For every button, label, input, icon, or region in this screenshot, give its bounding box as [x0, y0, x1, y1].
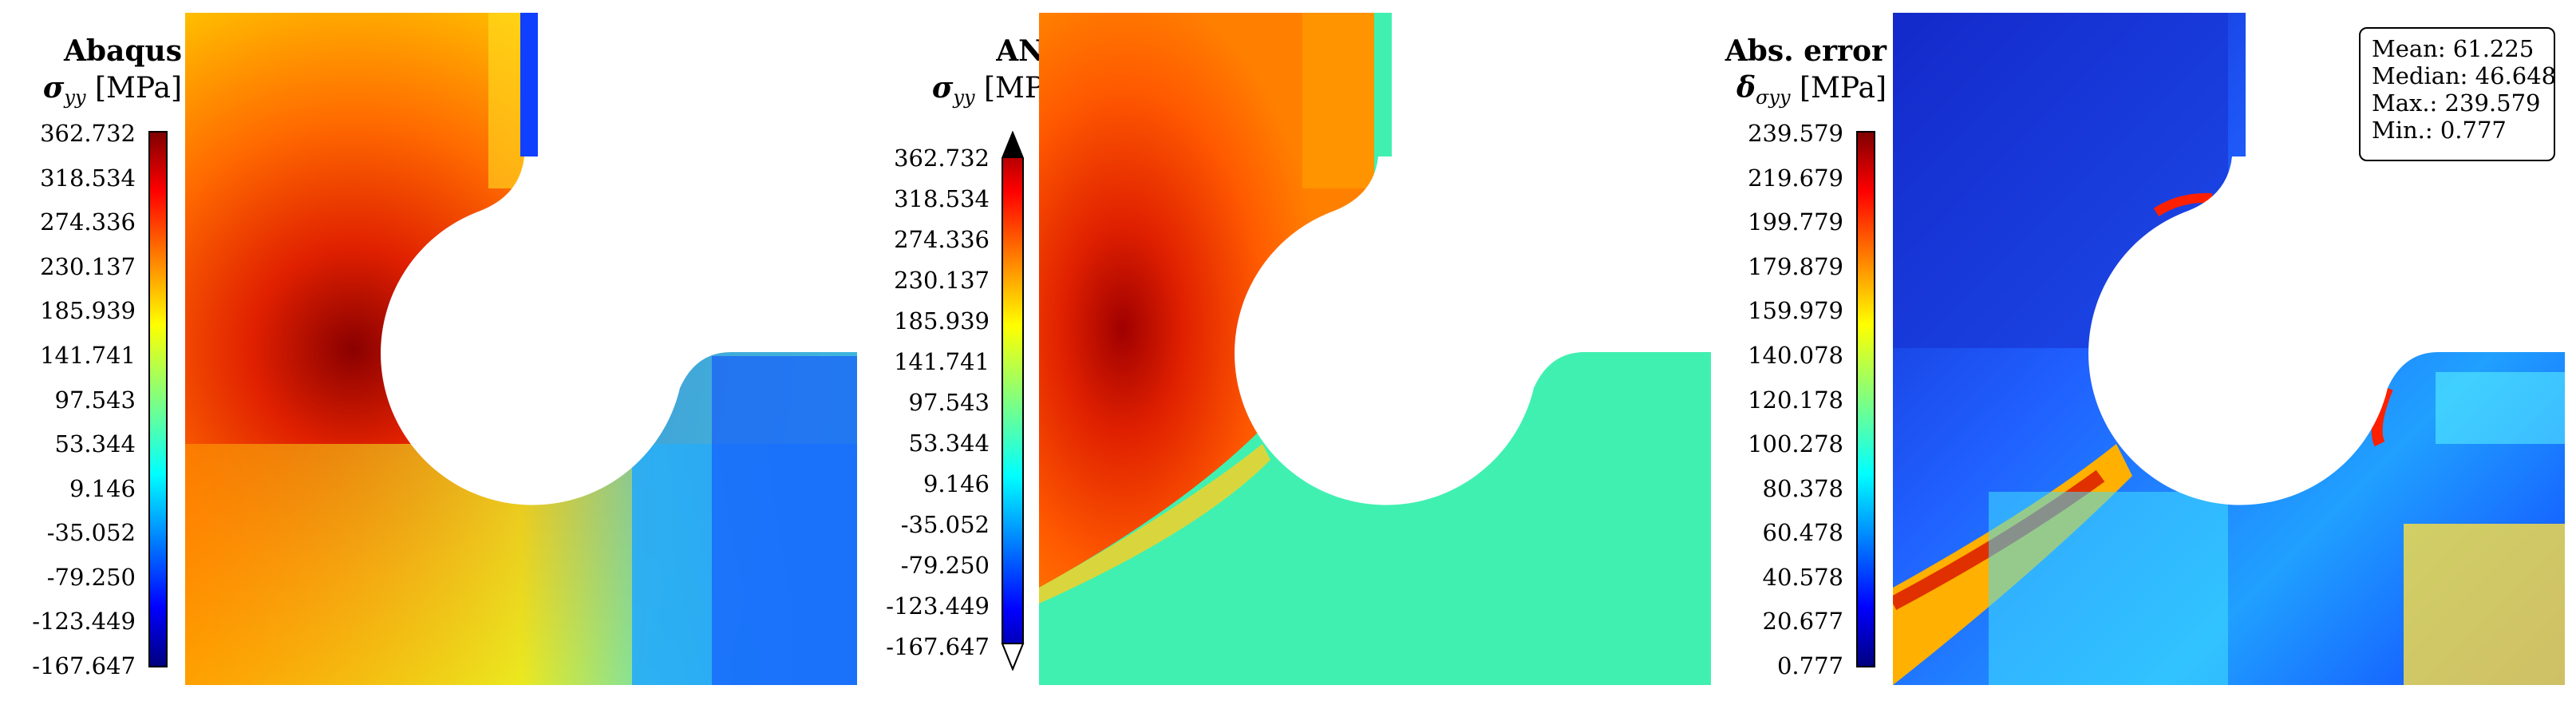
colorbar: [1856, 131, 1875, 667]
title-label: Abaqus: [63, 34, 182, 68]
colorbar-tick-label: -35.052: [900, 511, 990, 538]
stress-field-plot: [185, 13, 857, 685]
stress-field-plot: [1039, 13, 1711, 685]
stat-min: Min.: 0.777: [2372, 117, 2507, 144]
colorbar-tick-label: 141.741: [894, 348, 990, 375]
colorbar-tick-label: 141.741: [40, 341, 136, 369]
panel-ann: ANN σyy [MPa] 362.732 318.534 274.336 230.1…: [854, 0, 1711, 701]
quantity-label: δσyy [MPa]: [1736, 71, 1887, 109]
panel-abs-error: Abs. error δσyy [MPa] 239.579 219.679 199.…: [1708, 0, 2576, 701]
colorbar-tick-label: -79.250: [46, 563, 136, 591]
colorbar-tick-label: -123.449: [886, 592, 990, 620]
colorbar-tick-label: 185.939: [894, 307, 990, 335]
colorbar: [1001, 131, 1025, 671]
colorbar-tick-label: -167.647: [32, 652, 136, 679]
colorbar-tick-label: 230.137: [40, 252, 136, 280]
colorbar-tick-label: 100.278: [1748, 430, 1843, 458]
colorbar-tick-label: 159.979: [1748, 297, 1843, 325]
colorbar-tick-label: 230.137: [894, 267, 990, 294]
colorbar-tick-label: 179.879: [1748, 252, 1843, 280]
colorbar-tick-label: 80.378: [1762, 474, 1843, 502]
colorbar-tick-label: 53.344: [54, 430, 136, 458]
colorbar-tick-label: 53.344: [908, 430, 990, 457]
colorbar-tick-label: 97.543: [908, 389, 990, 416]
colorbar-tick-label: 239.579: [1748, 120, 1843, 147]
stat-mean: Mean: 61.225: [2372, 35, 2535, 62]
colorbar-tick-label: -79.250: [900, 552, 990, 579]
colorbar-tick-label: 318.534: [894, 185, 990, 212]
colorbar-tick-label: 9.146: [923, 470, 990, 497]
panel-abaqus: Abaqus σyy [MPa] 362.732 318.534 274.336 23…: [0, 0, 857, 701]
colorbar-tick-label: 97.543: [54, 386, 136, 414]
colorbar-tick-label: 199.779: [1748, 208, 1843, 236]
colorbar-ticks: 239.579 219.679 199.779 179.879 159.979 140.0…: [1708, 121, 1843, 678]
colorbar-tick-label: 20.677: [1762, 608, 1843, 636]
colorbar-tick-label: 274.336: [40, 208, 136, 236]
colorbar-tick-label: -167.647: [886, 633, 990, 660]
title-label: Abs. error: [1725, 34, 1887, 68]
colorbar-tick-label: 185.939: [40, 297, 136, 325]
colorbar-tick-label: 362.732: [40, 120, 136, 147]
colorbar-tick-label: 140.078: [1748, 341, 1843, 369]
colorbar-tick-label: 40.578: [1762, 563, 1843, 591]
colorbar-tick-label: 219.679: [1748, 164, 1843, 192]
colorbar-ticks: 362.732 318.534 274.336 230.137 185.939 141.7…: [854, 146, 990, 659]
colorbar-tick-label: -35.052: [46, 519, 136, 547]
colorbar-ticks: 362.732 318.534 274.336 230.137 185.939 141.7…: [0, 121, 136, 678]
colorbar-tick-label: -123.449: [32, 608, 136, 636]
colorbar-tick-label: 274.336: [894, 226, 990, 253]
panel-title: Abaqus σyy [MPa]: [43, 35, 182, 113]
colorbar-tick-label: 362.732: [894, 145, 990, 172]
colorbar-tick-label: 60.478: [1762, 519, 1843, 547]
statistics-box: Mean: 61.225 Median: 46.648 Max.: 239.57…: [2359, 27, 2557, 161]
colorbar-tick-label: 120.178: [1748, 386, 1843, 414]
panel-title: Abs. error δσyy [MPa]: [1725, 35, 1887, 113]
error-field-plot: [1893, 13, 2565, 685]
stat-max: Max.: 239.579: [2372, 89, 2541, 117]
colorbar-tick-label: 0.777: [1776, 652, 1843, 679]
colorbar: [148, 131, 168, 667]
quantity-label: σyy [MPa]: [42, 71, 182, 109]
colorbar-tick-label: 318.534: [40, 164, 136, 192]
stat-median: Median: 46.648: [2372, 62, 2557, 89]
colorbar-tick-label: 9.146: [69, 474, 136, 502]
